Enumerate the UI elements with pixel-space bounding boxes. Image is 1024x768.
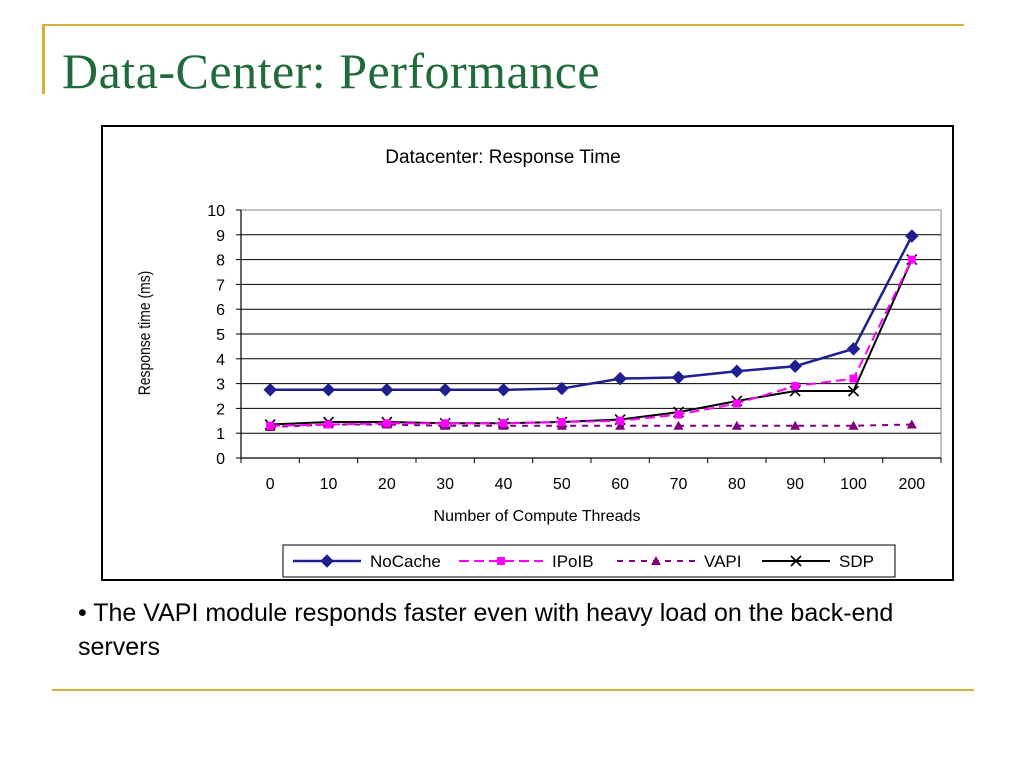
data-point-ipoib xyxy=(441,419,450,428)
data-point-sdp xyxy=(847,385,860,397)
y-tick-label: 9 xyxy=(216,228,225,245)
x-tick-label: 20 xyxy=(378,476,396,493)
data-point-nocache xyxy=(438,383,452,397)
data-point-ipoib xyxy=(907,255,916,264)
bullet-text: • The VAPI module responds faster even w… xyxy=(78,599,894,661)
chart-title: Datacenter: Response Time xyxy=(385,147,621,168)
accent-top-line xyxy=(42,24,964,26)
x-tick-label: 60 xyxy=(611,476,629,493)
legend-marker-sdp xyxy=(790,555,802,567)
x-tick-label: 100 xyxy=(840,476,867,493)
data-point-ipoib xyxy=(324,420,333,429)
data-point-ipoib xyxy=(849,374,858,383)
legend-label-sdp: SDP xyxy=(839,552,874,571)
slide-title: Data-Center: Performance xyxy=(62,43,601,99)
legend-marker-nocache xyxy=(320,554,334,568)
data-point-nocache xyxy=(788,359,802,373)
data-point-vapi xyxy=(673,420,684,430)
data-point-ipoib xyxy=(266,421,275,430)
data-point-nocache xyxy=(380,383,394,397)
x-axis-label: Number of Compute Threads xyxy=(434,508,641,525)
data-point-nocache xyxy=(613,371,627,386)
data-point-nocache xyxy=(905,229,919,243)
data-point-vapi xyxy=(790,420,801,430)
y-tick-label: 6 xyxy=(216,302,225,319)
x-tick-label: 0 xyxy=(266,476,275,493)
data-point-ipoib xyxy=(616,416,625,425)
x-tick-label: 30 xyxy=(436,476,454,493)
data-point-nocache xyxy=(671,370,686,385)
x-tick-label: 50 xyxy=(553,476,571,493)
x-tick-label: 70 xyxy=(670,476,688,493)
y-tick-label: 10 xyxy=(207,203,225,220)
legend-label-vapi: VAPI xyxy=(704,552,741,571)
series-line-nocache xyxy=(270,235,913,392)
data-point-vapi xyxy=(615,420,626,430)
y-tick-label: 4 xyxy=(216,352,225,369)
y-tick-label: 2 xyxy=(216,401,225,418)
data-point-vapi xyxy=(731,420,742,430)
y-tick-label: 1 xyxy=(216,426,225,443)
series-line-ipoib xyxy=(270,259,913,427)
data-point-ipoib xyxy=(382,419,391,428)
y-tick-label: 7 xyxy=(216,277,225,294)
data-point-nocache xyxy=(321,383,336,397)
data-point-nocache xyxy=(730,364,744,378)
data-point-ipoib xyxy=(674,410,683,419)
y-tick-label: 3 xyxy=(216,377,225,394)
legend-label-ipoib: IPoIB xyxy=(552,552,594,571)
x-tick-label: 40 xyxy=(495,476,513,493)
y-tick-label: 8 xyxy=(216,253,225,270)
data-point-nocache xyxy=(555,381,569,396)
x-tick-label: 10 xyxy=(320,476,338,493)
y-tick-label: 0 xyxy=(216,451,225,468)
data-point-vapi xyxy=(906,419,917,429)
legend-label-nocache: NoCache xyxy=(370,552,441,571)
y-tick-label: 5 xyxy=(216,327,225,344)
data-point-ipoib xyxy=(499,419,508,428)
x-tick-label: 80 xyxy=(728,476,746,493)
data-point-vapi xyxy=(848,420,859,430)
legend-marker-ipoib xyxy=(497,557,505,565)
data-point-nocache xyxy=(263,383,277,397)
legend-marker-vapi xyxy=(651,556,661,565)
data-point-ipoib xyxy=(791,382,800,391)
series-line-vapi xyxy=(270,423,912,428)
data-point-nocache xyxy=(846,342,861,356)
y-axis-label: Response time (ms) xyxy=(136,271,155,396)
chart-frame: Datacenter: Response Time 0 1 2 3 4 5 6 7 8 9 10 0 10… xyxy=(101,125,954,581)
data-point-nocache xyxy=(496,383,511,397)
x-tick-label: 90 xyxy=(786,476,804,493)
accent-bottom-line xyxy=(52,689,974,691)
accent-vertical-line xyxy=(42,24,45,94)
data-point-ipoib xyxy=(732,399,741,408)
x-tick-label: 200 xyxy=(898,476,925,493)
data-point-ipoib xyxy=(557,418,566,427)
